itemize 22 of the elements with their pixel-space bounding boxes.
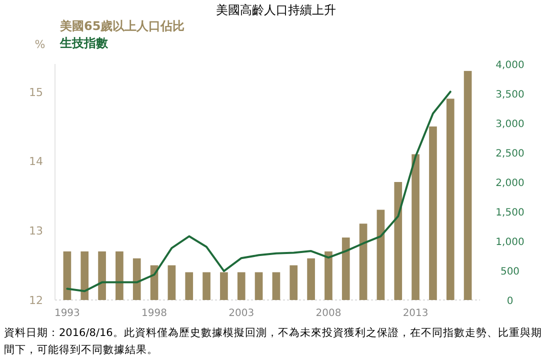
y-tick-label: 13	[29, 224, 43, 238]
y-tick-label: 12	[29, 294, 43, 307]
y2-tick-label: 2,500	[496, 148, 524, 160]
y-tick-label: 14	[29, 155, 43, 168]
legend: 美國65歲以上人口佔比 生技指數	[60, 19, 185, 50]
y-axis-title: %	[34, 38, 46, 51]
y2-tick-label: 2,000	[496, 178, 524, 189]
x-tick-label: 1993	[54, 308, 80, 319]
x-tick-label: 2003	[228, 308, 254, 319]
y2-tick-label: 4,000	[496, 60, 524, 71]
y2-tick-label: 3,000	[496, 119, 524, 130]
text: 資料日期：2016/8/16。此資料僅為歷史數據模擬回測，不為未來投資獲利之保證，在不同指數走勢、比重與期間下，可能得到不同數據結果。	[4, 326, 542, 356]
x-tick-label: 1998	[142, 308, 168, 319]
chart-title: 美國高齡人口持續上升	[216, 3, 336, 17]
y-tick-label: 15	[29, 86, 43, 99]
y2-tick-label: 1,500	[496, 208, 524, 218]
x-tick-label: 2013	[402, 308, 428, 319]
y2-tick-label: 1,000	[496, 237, 524, 248]
y2-tick-label: 3,500	[496, 90, 524, 100]
x-tick-label: 2008	[316, 308, 342, 319]
y2-tick-label: 500	[500, 266, 520, 278]
y2-tick-label: 0	[506, 296, 514, 307]
